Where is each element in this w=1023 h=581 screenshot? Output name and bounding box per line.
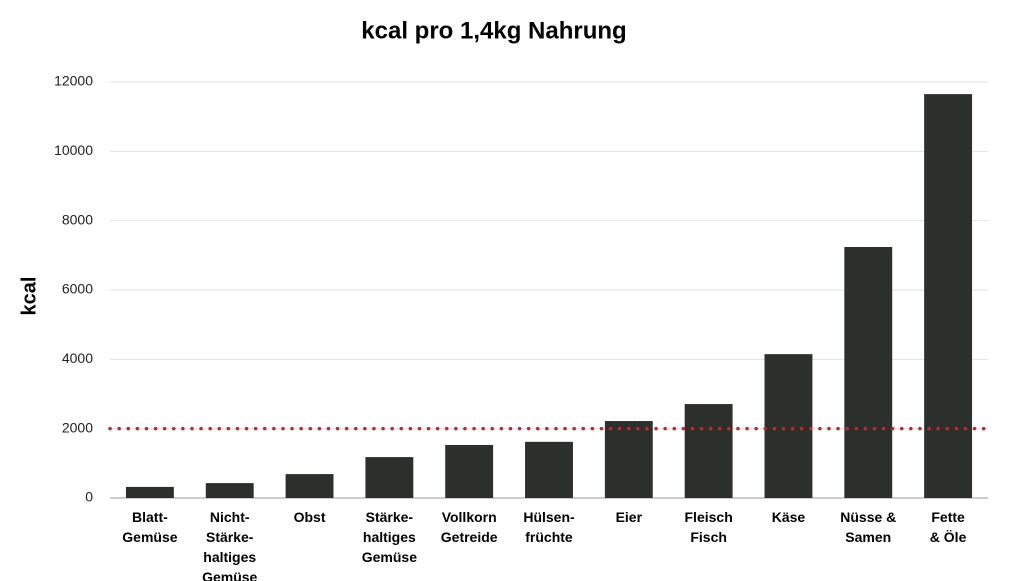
- bar: [684, 404, 733, 498]
- y-tick-label: 8000: [62, 211, 93, 227]
- x-tick-label: Stärke-haltiges Gemüse: [362, 509, 417, 565]
- bar: [924, 94, 973, 498]
- bar: [205, 483, 254, 498]
- x-tick-label: Obst: [294, 509, 326, 525]
- x-tick-label: Blatt-Gemüse: [122, 509, 177, 545]
- x-tick-label: Nüsse & Samen: [840, 509, 896, 545]
- x-tick-label: Hülsen-früchte: [523, 509, 575, 545]
- x-tick-label: Vollkorn Getreide: [441, 509, 498, 545]
- x-tick-label: Fleisch Fisch: [685, 509, 733, 545]
- y-tick-label: 4000: [62, 350, 93, 366]
- bar: [844, 247, 893, 498]
- y-axis-label: kcal: [18, 277, 40, 316]
- bar: [125, 486, 174, 498]
- y-tick-label: 0: [85, 489, 93, 505]
- x-tick-label: Nicht-Stärke-haltiges Gemüse: [202, 509, 257, 581]
- bar: [445, 444, 494, 498]
- bar: [285, 474, 334, 498]
- y-tick-label: 10000: [54, 142, 93, 158]
- y-tick-label: 12000: [54, 73, 93, 89]
- chart-title: kcal pro 1,4kg Nahrung: [361, 17, 626, 44]
- x-tick-label: Eier: [616, 509, 643, 525]
- bar: [365, 457, 414, 498]
- bar: [525, 441, 573, 498]
- y-tick-label: 6000: [62, 281, 93, 297]
- x-tick-label: Käse: [772, 509, 806, 525]
- x-tick-label: Fette & Öle: [930, 509, 967, 545]
- bar: [604, 421, 653, 498]
- bar: [764, 354, 813, 498]
- y-tick-label: 2000: [62, 419, 93, 435]
